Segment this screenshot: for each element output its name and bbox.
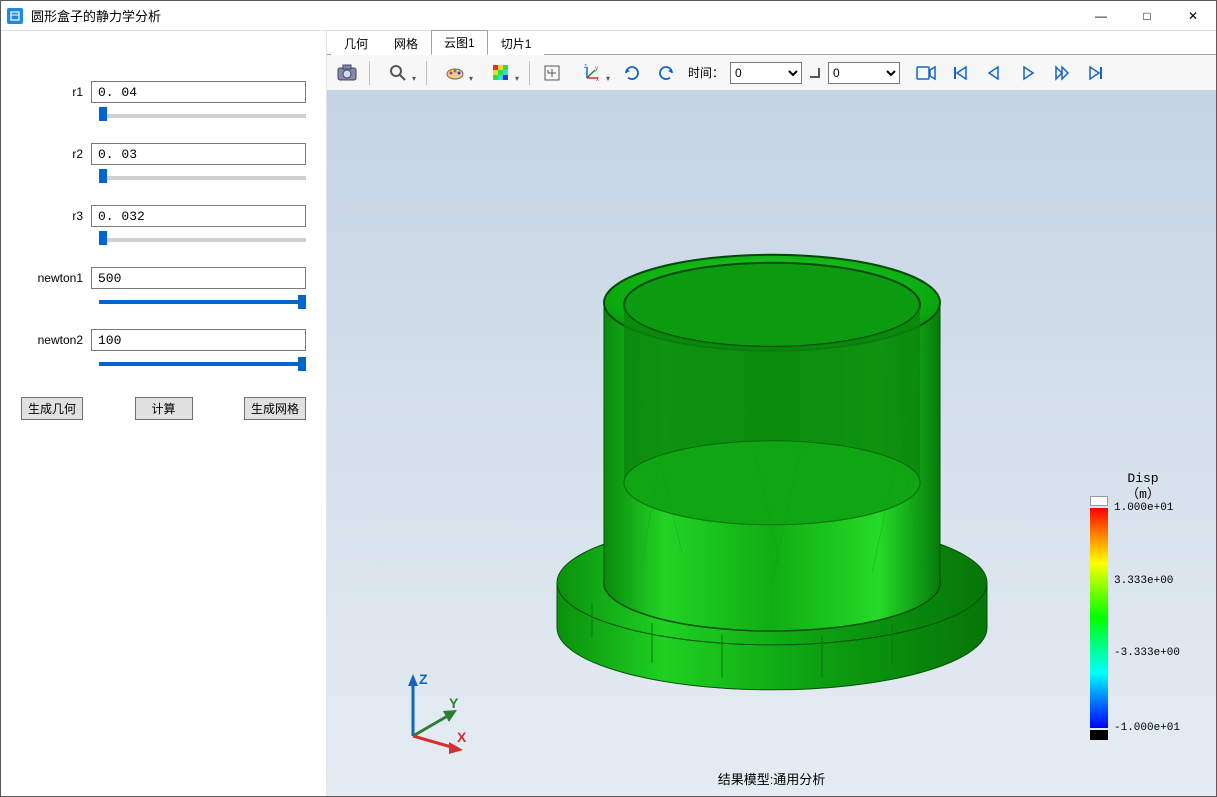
- main-panel: 几何网格云图1切片1: [327, 31, 1216, 796]
- svg-text:X: X: [457, 729, 467, 745]
- param-label: r2: [21, 147, 91, 161]
- param-input-newton2[interactable]: [91, 329, 306, 351]
- svg-text:x: x: [596, 77, 599, 82]
- color-legend: Disp （m） 1.000e+013.333e+00-3.333e+00-1.…: [1088, 471, 1198, 728]
- tab-切片1[interactable]: 切片1: [488, 31, 545, 55]
- param-input-r3[interactable]: [91, 205, 306, 227]
- parameter-sidebar: r1 r2 r3 newton1 newton2 生成几何 计算 生成网格: [1, 31, 327, 796]
- skip-start-icon[interactable]: [944, 59, 976, 87]
- step-back-icon[interactable]: [978, 59, 1010, 87]
- param-slider-newton1[interactable]: [99, 300, 306, 304]
- rotate-ccw-icon[interactable]: [650, 59, 682, 87]
- play-icon[interactable]: [1012, 59, 1044, 87]
- param-label: r1: [21, 85, 91, 99]
- param-row-r1: r1: [21, 81, 306, 103]
- generate-geometry-button[interactable]: 生成几何: [21, 397, 83, 420]
- tab-云图1[interactable]: 云图1: [431, 30, 488, 55]
- param-slider-r2[interactable]: [99, 176, 306, 180]
- close-button[interactable]: ✕: [1170, 1, 1216, 30]
- colormap-tool-icon[interactable]: [479, 59, 523, 87]
- param-row-r3: r3: [21, 205, 306, 227]
- time-step-select[interactable]: 0: [828, 62, 900, 84]
- param-label: newton1: [21, 271, 91, 285]
- window-controls: — □ ✕: [1078, 1, 1216, 30]
- tab-网格[interactable]: 网格: [381, 31, 431, 55]
- svg-text:Y: Y: [449, 695, 459, 711]
- param-input-r2[interactable]: [91, 143, 306, 165]
- paint-tool-icon[interactable]: [433, 59, 477, 87]
- app-window: 圆形盒子的静力学分析 — □ ✕ r1 r2 r3 newton1 newton2 生成…: [0, 0, 1217, 797]
- param-slider-r1[interactable]: [99, 114, 306, 118]
- viewport-toolbar: z xy 时间： 0 0: [327, 55, 1216, 91]
- param-row-newton1: newton1: [21, 267, 306, 289]
- action-button-row: 生成几何 计算 生成网格: [21, 397, 306, 420]
- skip-end-icon[interactable]: [1080, 59, 1112, 87]
- legend-tick: 1.000e+01: [1114, 502, 1173, 514]
- axis-view-icon[interactable]: z xy: [570, 59, 614, 87]
- param-label: newton2: [21, 333, 91, 347]
- app-icon: [7, 8, 23, 24]
- viewport-3d[interactable]: Z Y X Disp （m）: [327, 91, 1216, 796]
- svg-text:z: z: [584, 64, 587, 70]
- time-label: 时间：: [688, 64, 724, 81]
- param-label: r3: [21, 209, 91, 223]
- param-input-r1[interactable]: [91, 81, 306, 103]
- compute-button[interactable]: 计算: [135, 397, 193, 420]
- param-row-newton2: newton2: [21, 329, 306, 351]
- generate-mesh-button[interactable]: 生成网格: [244, 397, 306, 420]
- svg-text:Z: Z: [419, 671, 428, 687]
- minimize-button[interactable]: —: [1078, 1, 1124, 30]
- tab-几何[interactable]: 几何: [331, 31, 381, 55]
- fit-view-icon[interactable]: [536, 59, 568, 87]
- model-render: [522, 152, 1022, 712]
- param-slider-newton2[interactable]: [99, 362, 306, 366]
- screenshot-icon[interactable]: [331, 59, 363, 87]
- maximize-button[interactable]: □: [1124, 1, 1170, 30]
- param-input-newton1[interactable]: [91, 267, 306, 289]
- legend-tick: 3.333e+00: [1114, 575, 1173, 587]
- titlebar: 圆形盒子的静力学分析 — □ ✕: [1, 1, 1216, 31]
- zoom-tool-icon[interactable]: [376, 59, 420, 87]
- param-slider-r3[interactable]: [99, 238, 306, 242]
- window-title: 圆形盒子的静力学分析: [31, 6, 1078, 25]
- param-row-r2: r2: [21, 143, 306, 165]
- svg-text:y: y: [595, 66, 598, 72]
- legend-tick: -3.333e+00: [1114, 647, 1180, 659]
- time-value-select[interactable]: 0: [730, 62, 802, 84]
- legend-tick: -1.000e+01: [1114, 722, 1180, 734]
- record-icon[interactable]: [910, 59, 942, 87]
- viewport-caption: 结果模型:通用分析: [327, 769, 1216, 788]
- rotate-cw-icon[interactable]: [616, 59, 648, 87]
- orientation-triad: Z Y X: [393, 666, 483, 756]
- view-tabs: 几何网格云图1切片1: [327, 31, 1216, 55]
- step-end-icon[interactable]: [804, 59, 826, 87]
- step-forward-icon[interactable]: [1046, 59, 1078, 87]
